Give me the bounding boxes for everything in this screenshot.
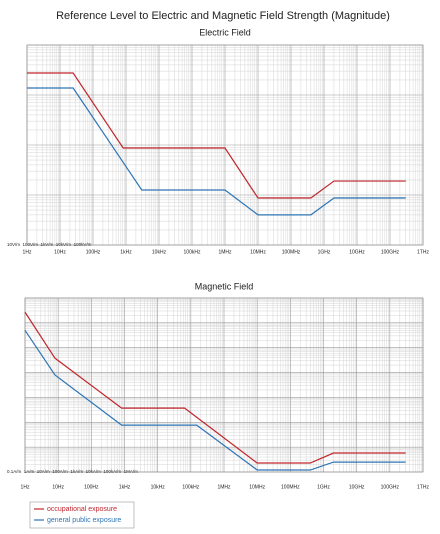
y-tick-label: 10A/m xyxy=(37,469,50,474)
x-tick-label: 1GHz xyxy=(317,484,330,490)
y-tick-label: 10V/m xyxy=(7,242,20,247)
y-tick-label: 100V/m xyxy=(23,242,39,247)
series-line xyxy=(24,311,406,464)
plot-border xyxy=(24,297,424,473)
y-tick-label: 1MA/m xyxy=(124,469,139,474)
chart-title: Electric Field xyxy=(199,27,251,37)
page-title: Reference Level to Electric and Magnetic… xyxy=(56,10,390,22)
x-tick-label: 10kHz xyxy=(151,484,166,490)
x-tick-label: 100MHz xyxy=(282,249,301,255)
x-tick-label: 1kHz xyxy=(119,484,131,490)
x-tick-label: 1Hz xyxy=(23,249,32,255)
x-tick-label: 10GHz xyxy=(349,249,365,255)
x-tick-label: 1THz xyxy=(417,249,429,255)
series-line xyxy=(27,72,406,199)
x-tick-label: 1MHz xyxy=(218,249,232,255)
y-tick-label: 1A/m xyxy=(24,469,35,474)
x-tick-label: 100kHz xyxy=(182,484,199,490)
y-tick-label: 100kV/m xyxy=(74,242,92,247)
x-tick-label: 10GHz xyxy=(349,484,365,490)
x-tick-label: 1kHz xyxy=(120,249,132,255)
y-tick-label: 0.1A/m xyxy=(7,469,22,474)
x-tick-label: 1THz xyxy=(417,484,429,490)
x-tick-label: 10Hz xyxy=(52,484,64,490)
series-line xyxy=(27,87,406,216)
x-tick-label: 100GHz xyxy=(381,249,400,255)
x-tick-label: 1Hz xyxy=(21,484,30,490)
y-tick-label: 100A/m xyxy=(52,469,68,474)
x-tick-label: 100kHz xyxy=(184,249,201,255)
y-tick-label: 1kV/m xyxy=(41,242,54,247)
x-tick-label: 10MHz xyxy=(249,484,265,490)
series-line xyxy=(24,330,406,471)
x-tick-label: 100GHz xyxy=(381,484,400,490)
legend-label: occupational exposure xyxy=(47,506,117,513)
y-tick-label: 1kA/m xyxy=(70,469,83,474)
chart-title: Magnetic Field xyxy=(195,281,254,291)
legend-box xyxy=(29,501,135,529)
x-tick-label: 10kHz xyxy=(152,249,167,255)
y-tick-label: 100kA/m xyxy=(103,469,121,474)
x-tick-label: 100MHz xyxy=(281,484,300,490)
y-tick-label: 10kA/m xyxy=(86,469,102,474)
y-tick-label: 10kV/m xyxy=(56,242,72,247)
x-tick-label: 1GHz xyxy=(318,249,331,255)
x-tick-label: 1MHz xyxy=(217,484,231,490)
x-tick-label: 100Hz xyxy=(84,484,99,490)
x-tick-label: 10MHz xyxy=(250,249,266,255)
x-tick-label: 100Hz xyxy=(86,249,101,255)
legend-label: general public exposure xyxy=(47,517,121,524)
plot-border xyxy=(26,44,424,246)
x-tick-label: 10Hz xyxy=(54,249,66,255)
